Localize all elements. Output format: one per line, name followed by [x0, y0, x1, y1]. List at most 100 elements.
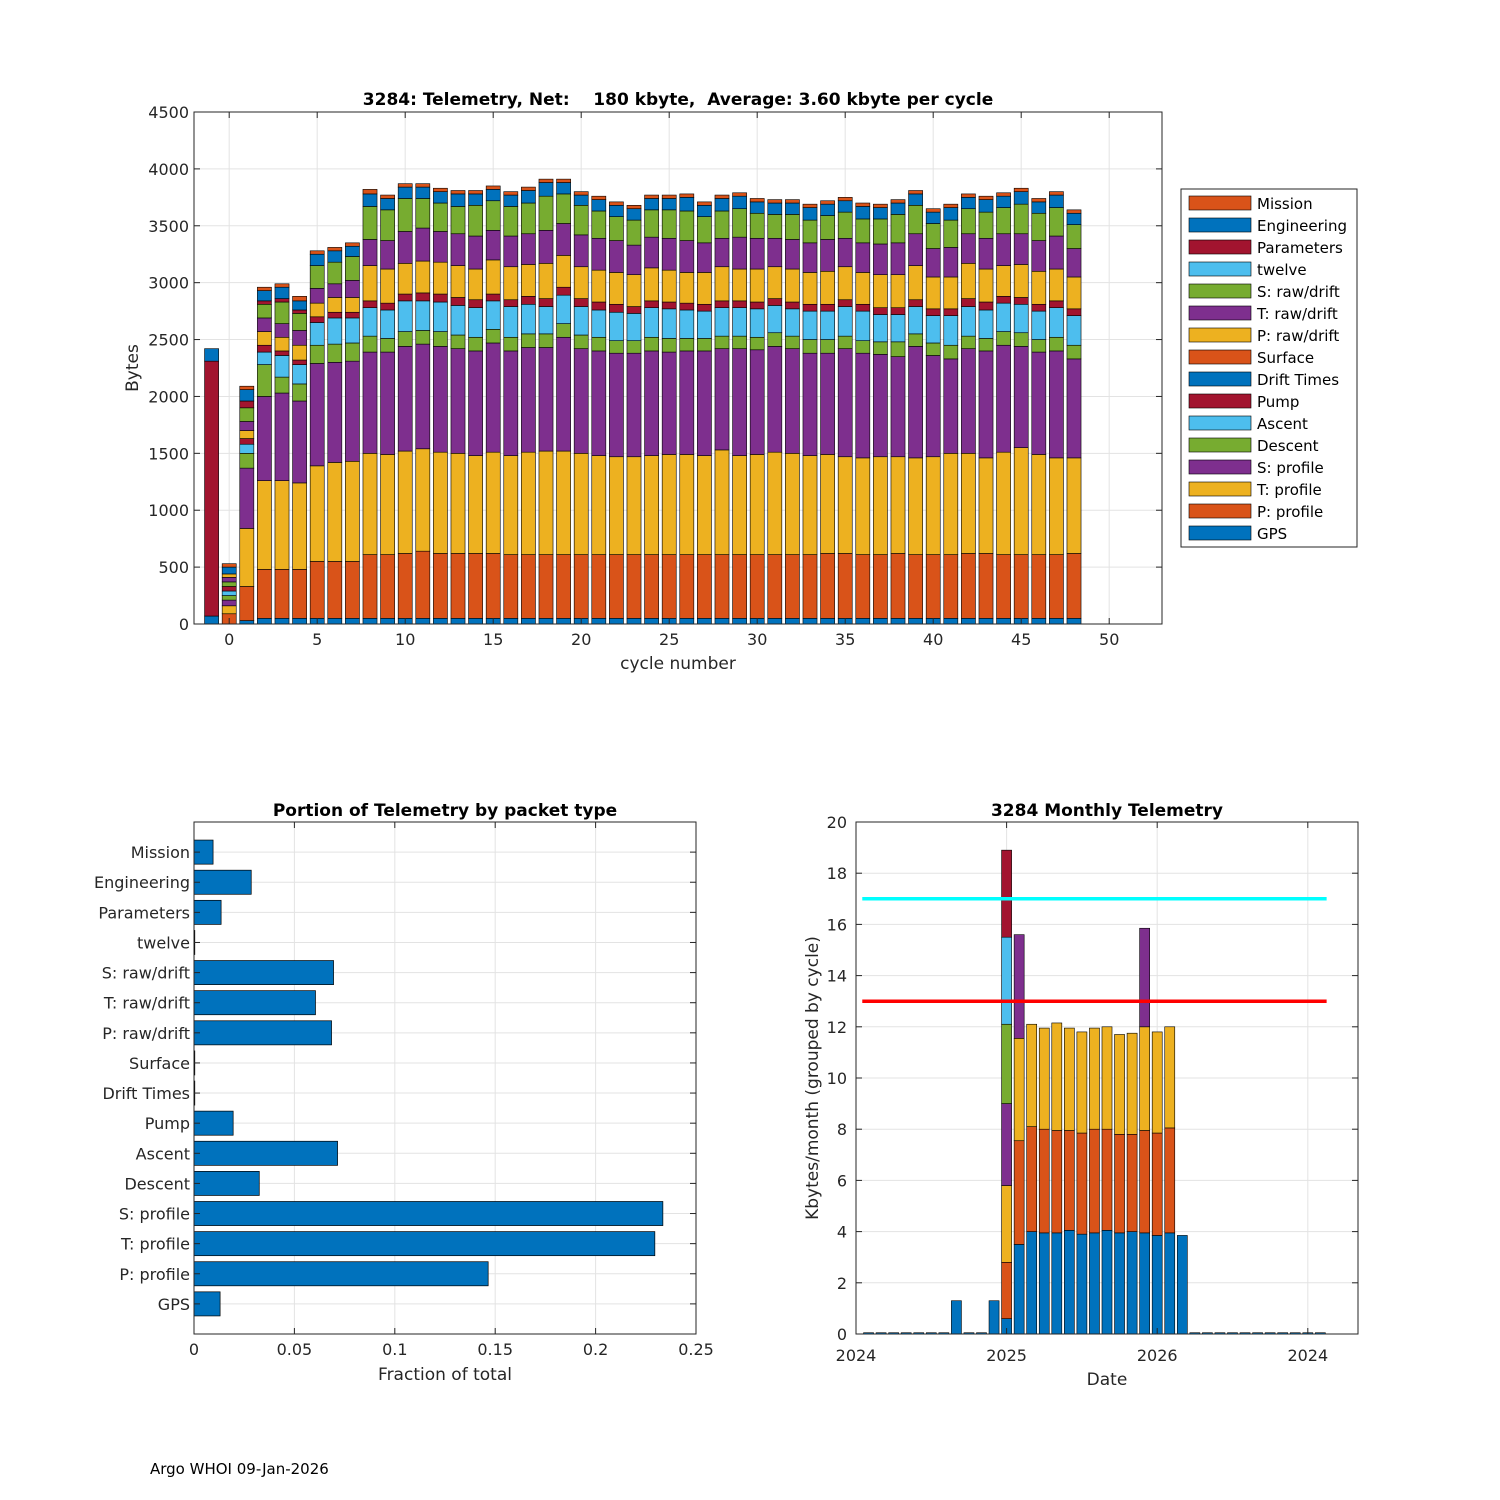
bar-cycle-42	[961, 193, 976, 625]
x-tick-label: 15	[483, 630, 503, 649]
bar-segment-s-raw-drift	[820, 215, 835, 240]
bar-segment-t-raw-drift	[415, 227, 431, 262]
bar-segment-s-profile	[1031, 351, 1047, 455]
bar-segment-ascent	[785, 308, 800, 337]
bar-segment-descent	[697, 338, 712, 352]
bar-segment-engineering	[292, 300, 307, 311]
x-tick-label: 45	[1011, 630, 1031, 649]
bar-segment-s-profile	[485, 342, 501, 453]
bar-segment-s-profile	[292, 400, 307, 484]
bar-month-11	[988, 1300, 1000, 1335]
legend-label: Drift Times	[1257, 371, 1339, 389]
bar-segment-descent	[503, 336, 519, 352]
bar-segment-p-raw-drift	[1013, 264, 1029, 298]
bar-segment-t-profile	[749, 454, 765, 555]
bar-segment-t-raw-drift	[433, 231, 448, 263]
bar-segment	[1101, 1230, 1113, 1335]
bar-segment-t-profile	[309, 465, 325, 562]
legend-item-t-raw-drift: T: raw/drift	[1188, 305, 1338, 323]
bar-segment-t-profile	[1049, 457, 1064, 555]
bar-segment-s-profile	[503, 350, 519, 456]
bar-segment-s-profile	[362, 351, 378, 454]
y-tick-label: S: profile	[119, 1205, 190, 1224]
bar-segment-ascent	[1066, 315, 1082, 346]
bar-segment-mission	[873, 203, 888, 208]
legend-item-s-raw-drift: S: raw/drift	[1188, 283, 1340, 301]
x-tick-label: 40	[923, 630, 943, 649]
bar-segment-pump	[714, 300, 730, 308]
bar-segment-s-raw-drift	[397, 198, 413, 232]
bar-month-14	[1026, 1023, 1038, 1335]
bar-segment-mission	[503, 191, 519, 196]
bar-segment-gps	[732, 618, 747, 625]
bar-segment-engineering	[521, 190, 536, 204]
bar-segment-p-profile	[626, 554, 642, 619]
bar-segment-mission	[556, 178, 571, 183]
bar-ascent	[193, 1140, 338, 1166]
bar-segment-p-raw-drift	[978, 268, 994, 303]
legend-swatch	[1188, 327, 1252, 343]
bar-segment-s-raw-drift	[661, 209, 677, 239]
bar-segment-t-profile	[679, 454, 695, 555]
bar-segment-descent	[239, 453, 255, 469]
bar-segment-engineering	[1066, 212, 1082, 225]
bar-segment-t-raw-drift	[749, 237, 765, 270]
bar-cycle-25	[661, 194, 677, 625]
bar-segment	[1176, 1235, 1188, 1335]
bar-segment-s-profile	[1049, 350, 1064, 459]
y-tick-label: 0	[837, 1325, 847, 1344]
bar-segment-p-profile	[837, 553, 853, 619]
bar-segment-s-profile	[609, 352, 624, 458]
bar-segment-mission	[239, 385, 255, 390]
bar-segment	[1076, 1031, 1088, 1134]
bar-segment-s-raw-drift	[239, 407, 255, 422]
x-axis-label: cycle number	[620, 654, 736, 674]
bar-cycle-44	[996, 192, 1011, 625]
bar-segment-ascent	[521, 303, 536, 335]
bar-cycle-32	[785, 199, 800, 625]
bar-segment-t-raw-drift	[1066, 248, 1082, 278]
bar-segment-mission	[785, 199, 800, 204]
bar-segment	[1038, 1027, 1050, 1130]
bar-segment-s-profile	[679, 350, 695, 455]
bar-segment-mission	[415, 183, 431, 188]
bar-segment	[1114, 1134, 1125, 1234]
bar-cycle-21	[591, 195, 607, 625]
bar-segment-p-profile	[679, 554, 695, 619]
y-tick-label: 14	[827, 967, 847, 986]
bar-segment-mission	[521, 186, 536, 191]
bar-segment-p-raw-drift	[785, 268, 800, 303]
bar-segment-ascent	[573, 306, 589, 336]
bar-segment-descent	[556, 323, 571, 338]
bar-segment-s-profile	[626, 352, 642, 458]
chart-title: 3284: Telemetry, Net: 180 kbyte, Average…	[363, 90, 993, 110]
bar-segment-mission	[749, 198, 765, 203]
bar-cycle-36	[855, 202, 871, 625]
bar-segment-p-raw-drift	[503, 266, 519, 301]
bar-segment-p-raw-drift	[591, 269, 607, 303]
y-tick-label: Engineering	[94, 873, 190, 892]
bar-segment-t-profile	[697, 455, 712, 555]
bar-segment-t-profile	[732, 455, 747, 555]
bar-segment-descent	[309, 344, 325, 364]
bar-segment-pump	[450, 297, 466, 306]
bar-segment-ascent	[837, 306, 853, 337]
y-tick-label: 4500	[148, 103, 189, 122]
bar-segment-engineering	[908, 193, 923, 206]
bar-segment-engineering	[591, 199, 607, 212]
bar-segment-pump	[943, 308, 959, 316]
bar-segment-t-profile	[820, 454, 835, 554]
bar-cycle-17	[521, 186, 536, 625]
bar-segment-engineering	[890, 202, 906, 215]
bar-cycle--1	[204, 348, 219, 625]
bar-segment-engineering	[257, 290, 272, 302]
bar-segment-p-raw-drift	[855, 272, 871, 305]
bar-segment-p-profile	[961, 553, 976, 619]
legend-label: S: profile	[1257, 459, 1324, 477]
bar-segment-engineering	[644, 198, 659, 211]
bar-segment	[1001, 1262, 1012, 1319]
bar-segment-s-profile	[257, 396, 272, 481]
bar-segment-s-profile	[309, 363, 325, 467]
bar-segment-p-profile	[468, 553, 483, 619]
bar-segment-pump	[925, 308, 941, 316]
